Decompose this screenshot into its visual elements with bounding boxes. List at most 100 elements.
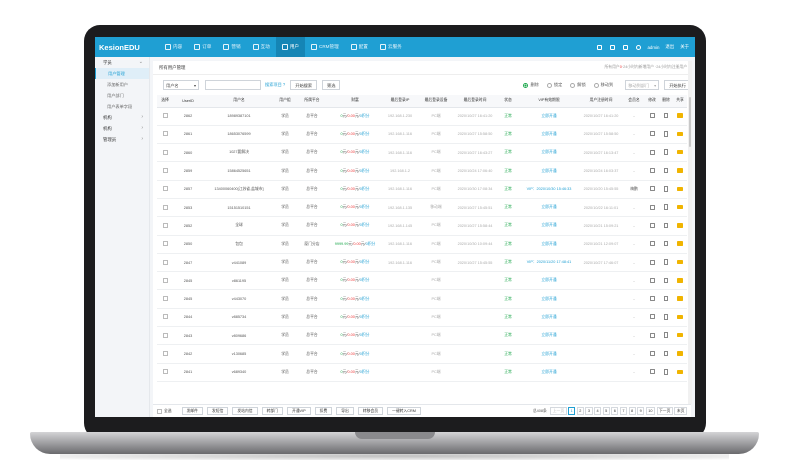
nav-gear[interactable]: 配置 (345, 37, 374, 57)
footer-button[interactable]: 发站内信 (232, 406, 258, 416)
column-header[interactable]: 用户名 (203, 95, 275, 108)
row-checkbox[interactable] (162, 131, 168, 137)
trash-icon[interactable] (663, 222, 669, 229)
edit-icon[interactable] (649, 168, 655, 174)
edit-icon[interactable] (649, 241, 655, 247)
vip-expiry[interactable]: VIP：2020/11/20 17:48:41 (519, 253, 579, 273)
edit-cell[interactable] (645, 363, 659, 382)
column-header[interactable]: 所属平台 (295, 95, 329, 108)
trash-icon[interactable] (663, 149, 669, 155)
radio-option[interactable]: 解锁 (570, 82, 586, 88)
table-row[interactable]: 2842 v130685 学员 总平台 0元/0.00元/0积分 PC端 正常 立即开通 - (157, 344, 687, 364)
table-row[interactable]: 2844 v885734 学员 总平台 0元/0.00元/0积分 PC端 正常 立即开通 - (157, 308, 687, 328)
execute-button[interactable]: 开始执行 (664, 80, 691, 90)
row-checkbox[interactable] (162, 149, 168, 155)
column-header[interactable]: VIP有效期限 (519, 95, 579, 108)
table-row[interactable]: 2862 18989387101 学员 总平台 0元/0.00元/0积分 192.168.… (157, 107, 687, 126)
folder-icon[interactable] (677, 332, 683, 338)
column-header[interactable]: 选择 (157, 95, 173, 108)
table-row[interactable]: 2843 v809686 学员 总平台 0元/0.00元/0积分 PC端 正常 立即开通 - (157, 326, 687, 346)
last-page-button[interactable]: 末页 (674, 407, 687, 415)
scrollbar-thumb[interactable] (689, 97, 691, 147)
share-cell[interactable] (673, 180, 687, 199)
page-number[interactable]: 8 (628, 407, 636, 415)
row-select[interactable] (157, 216, 173, 236)
row-checkbox[interactable] (162, 351, 168, 356)
footer-button[interactable]: 开通VIP (286, 406, 311, 416)
row-checkbox[interactable] (162, 332, 168, 338)
vip-expiry[interactable]: VIP：2020/10/30 15:46:33 (519, 180, 579, 199)
trash-icon[interactable] (663, 186, 669, 192)
row-select[interactable] (157, 161, 173, 181)
vip-expiry[interactable]: 立即开通 (519, 344, 579, 364)
footer-button[interactable]: 发邮件 (181, 406, 203, 416)
row-checkbox[interactable] (162, 369, 168, 375)
radio-dot[interactable] (570, 82, 576, 88)
table-row[interactable]: 2845 v443070 学员 总平台 0元/0.00元/0积分 PC端 正常 立即开通 - (157, 289, 687, 309)
trash-icon[interactable] (663, 332, 669, 338)
delete-cell[interactable] (659, 326, 673, 346)
vip-expiry[interactable]: 立即开通 (519, 363, 579, 382)
admin-user[interactable]: admin (647, 44, 660, 50)
brand-logo[interactable]: KesionEDU (95, 43, 159, 52)
delete-cell[interactable] (659, 107, 673, 126)
vip-expiry[interactable]: 立即开通 (519, 289, 579, 309)
edit-icon[interactable] (649, 332, 655, 338)
footer-button[interactable]: 转移会员 (357, 406, 384, 416)
edit-icon[interactable] (649, 204, 655, 210)
row-checkbox[interactable] (162, 204, 168, 210)
table-row[interactable]: 2861 18653076599 学员 总平台 0元/0.00元/0积分 192.168.… (157, 125, 687, 145)
vip-expiry[interactable]: 立即开通 (519, 271, 579, 291)
column-header[interactable]: 状态 (497, 95, 519, 108)
edit-cell[interactable] (645, 125, 659, 145)
user-name[interactable]: v809686 (203, 326, 275, 346)
column-header[interactable]: 用户注册时间 (579, 95, 623, 108)
vip-expiry[interactable]: 立即开通 (519, 308, 579, 328)
radio-dot[interactable] (593, 82, 599, 88)
delete-cell[interactable] (659, 125, 673, 145)
edit-cell[interactable] (645, 161, 659, 181)
table-row[interactable]: 2853 15151510151 学员 总平台 0元/0.00元/0积分 192.168.… (157, 198, 687, 218)
trash-icon[interactable] (663, 259, 669, 265)
table-row[interactable]: 2852 全球 学员 总平台 0元/0.00元/0积分 192.168.1.145 PC端 2… (157, 216, 687, 236)
delete-cell[interactable] (659, 271, 673, 291)
monitor-icon[interactable] (610, 44, 616, 50)
column-header[interactable]: 财富 (329, 95, 381, 108)
user-name[interactable]: v861195 (203, 271, 275, 291)
nav-chat[interactable]: 互动 (247, 37, 276, 57)
user-name[interactable]: v689340 (203, 363, 275, 382)
folder-icon[interactable] (677, 278, 683, 283)
row-select[interactable] (157, 289, 173, 309)
table-row[interactable]: 2857 13400060400[江苏省,盐城市] 学员 总平台 0元/0.00元/0积… (157, 180, 687, 199)
page-number[interactable]: 3 (585, 407, 593, 415)
edit-cell[interactable] (645, 235, 659, 254)
row-select[interactable] (157, 125, 173, 145)
column-header[interactable]: 修改 (645, 95, 659, 108)
row-checkbox[interactable] (162, 241, 168, 247)
edit-icon[interactable] (649, 277, 655, 283)
share-cell[interactable] (673, 161, 687, 181)
share-cell[interactable] (673, 107, 687, 126)
folder-icon[interactable] (677, 131, 683, 137)
page-number[interactable]: 5 (602, 407, 610, 415)
row-checkbox[interactable] (162, 259, 168, 265)
row-select[interactable] (157, 143, 173, 163)
radio-option[interactable]: 移动到 (593, 82, 613, 88)
next-page-button[interactable]: 下一页 (656, 407, 673, 415)
edit-cell[interactable] (645, 180, 659, 199)
footer-button[interactable]: 转部门 (261, 406, 283, 416)
footer-button[interactable]: 导出 (336, 406, 354, 416)
share-cell[interactable] (673, 143, 687, 163)
footer-button[interactable]: 发短信 (206, 406, 229, 416)
column-header[interactable]: 最后登录时间 (453, 95, 497, 108)
user-name[interactable]: 18653076599 (203, 125, 275, 145)
nav-user[interactable]: 用户 (275, 37, 306, 57)
delete-cell[interactable] (659, 235, 673, 254)
user-name[interactable]: 13400060400[江苏省,盐城市] (203, 180, 275, 199)
row-checkbox[interactable] (162, 113, 168, 119)
row-select[interactable] (157, 198, 173, 218)
user-name[interactable]: 15864525651 (203, 161, 275, 181)
row-select[interactable] (157, 326, 173, 346)
radio-dot[interactable] (546, 82, 552, 88)
table-row[interactable]: 2847 v441089 学员 总平台 0元/0.00元/0积分 192.168.1.11… (157, 253, 687, 273)
